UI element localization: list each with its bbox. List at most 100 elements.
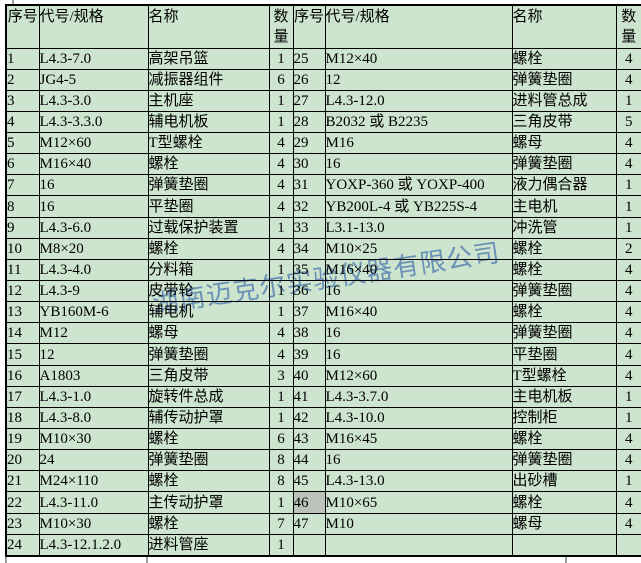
- name-cell-left[interactable]: 主机座: [147, 89, 270, 112]
- name-cell-left[interactable]: 主传动护罩: [147, 491, 270, 514]
- code-cell-right[interactable]: M10×65: [324, 491, 513, 514]
- seq-cell-right[interactable]: 34: [292, 237, 326, 260]
- code-cell-right[interactable]: M12×40: [324, 47, 513, 70]
- name-cell-left[interactable]: 减振器组件: [147, 68, 270, 91]
- seq-cell-right[interactable]: 33: [292, 216, 326, 239]
- qty-cell-left[interactable]: 6: [268, 428, 294, 451]
- seq-cell-right[interactable]: 28: [292, 110, 326, 134]
- seq-cell-left[interactable]: 23: [5, 512, 40, 535]
- code-cell-right[interactable]: L3.1-13.0: [324, 216, 513, 239]
- code-cell-left[interactable]: M10×30: [38, 512, 149, 535]
- code-cell-left[interactable]: L4.3-12.1.2.0: [38, 533, 149, 557]
- name-cell-left[interactable]: 过载保护装置: [147, 216, 270, 239]
- seq-cell-left[interactable]: 12: [5, 280, 40, 303]
- qty-cell-left[interactable]: 4: [268, 343, 294, 366]
- qty-cell-right[interactable]: 4: [615, 258, 641, 282]
- qty-cell-right[interactable]: 4: [615, 68, 641, 91]
- name-cell-right[interactable]: 弹簧垫圈: [511, 449, 617, 472]
- seq-cell-left[interactable]: 5: [5, 132, 40, 155]
- name-cell-left[interactable]: 螺栓: [147, 470, 270, 493]
- code-cell-left[interactable]: 24: [38, 449, 149, 472]
- code-cell-right[interactable]: [324, 533, 513, 557]
- code-cell-right[interactable]: M10: [324, 512, 513, 535]
- code-cell-right[interactable]: 16: [324, 343, 513, 366]
- qty-cell-left[interactable]: 1: [268, 280, 294, 303]
- name-cell-right[interactable]: 螺栓: [511, 301, 617, 324]
- seq-cell-left[interactable]: 4: [5, 110, 40, 134]
- name-cell-right[interactable]: 冲洗管: [511, 216, 617, 239]
- name-cell-right[interactable]: 螺栓: [511, 47, 617, 70]
- code-cell-left[interactable]: M12×60: [38, 132, 149, 155]
- code-cell-left[interactable]: L4.3-8.0: [38, 406, 149, 430]
- name-cell-right[interactable]: 螺母: [511, 512, 617, 535]
- code-cell-right[interactable]: 12: [324, 68, 513, 91]
- qty-cell-left[interactable]: 4: [268, 195, 294, 218]
- seq-cell-left[interactable]: 1: [5, 47, 40, 70]
- code-cell-right[interactable]: B2032 或 B2235: [324, 110, 513, 134]
- seq-cell-right[interactable]: 45: [292, 470, 326, 493]
- header-qty-left[interactable]: 数量: [268, 4, 294, 49]
- qty-cell-right[interactable]: 1: [615, 216, 641, 239]
- code-cell-left[interactable]: M8×20: [38, 237, 149, 260]
- code-cell-right[interactable]: L4.3-13.0: [324, 470, 513, 493]
- qty-cell-right[interactable]: 1: [615, 174, 641, 197]
- name-cell-left[interactable]: 弹簧垫圈: [147, 449, 270, 472]
- seq-cell-right[interactable]: 47: [292, 512, 326, 535]
- seq-cell-left[interactable]: 17: [5, 385, 40, 408]
- code-cell-right[interactable]: YOXP-360 或 YOXP-400: [324, 174, 513, 197]
- code-cell-right[interactable]: YB200L-4 或 YB225S-4: [324, 195, 513, 218]
- name-cell-right[interactable]: 弹簧垫圈: [511, 322, 617, 345]
- name-cell-left[interactable]: 三角皮带: [147, 364, 270, 387]
- qty-cell-left[interactable]: 4: [268, 322, 294, 345]
- code-cell-right[interactable]: 16: [324, 153, 513, 176]
- qty-cell-right[interactable]: 4: [615, 280, 641, 303]
- qty-cell-right[interactable]: 1: [615, 195, 641, 218]
- name-cell-right[interactable]: [511, 533, 617, 557]
- header-seq-left[interactable]: 序号: [5, 4, 40, 49]
- code-cell-left[interactable]: L4.3-3.0: [38, 89, 149, 112]
- seq-cell-right[interactable]: 30: [292, 153, 326, 176]
- name-cell-right[interactable]: 液力偶合器: [511, 174, 617, 197]
- seq-cell-right[interactable]: 26: [292, 68, 326, 91]
- seq-cell-right[interactable]: 44: [292, 449, 326, 472]
- header-code-right[interactable]: 代号/规格: [324, 4, 513, 49]
- name-cell-left[interactable]: 辅电机: [147, 301, 270, 324]
- qty-cell-right[interactable]: 4: [615, 364, 641, 387]
- seq-cell-right[interactable]: 43: [292, 428, 326, 451]
- seq-cell-right[interactable]: 37: [292, 301, 326, 324]
- name-cell-left[interactable]: 螺母: [147, 322, 270, 345]
- qty-cell-left[interactable]: 1: [268, 258, 294, 282]
- code-cell-right[interactable]: 16: [324, 449, 513, 472]
- code-cell-left[interactable]: A1803: [38, 364, 149, 387]
- seq-cell-left[interactable]: 14: [5, 322, 40, 345]
- code-cell-right[interactable]: 16: [324, 280, 513, 303]
- seq-cell-left[interactable]: 7: [5, 174, 40, 197]
- name-cell-right[interactable]: 螺栓: [511, 258, 617, 282]
- seq-cell-left[interactable]: 2: [5, 68, 40, 91]
- code-cell-right[interactable]: M12×60: [324, 364, 513, 387]
- qty-cell-left[interactable]: 1: [268, 533, 294, 557]
- qty-cell-right[interactable]: 4: [615, 153, 641, 176]
- qty-cell-left[interactable]: 4: [268, 174, 294, 197]
- name-cell-left[interactable]: 螺栓: [147, 153, 270, 176]
- qty-cell-right[interactable]: 4: [615, 301, 641, 324]
- name-cell-right[interactable]: 螺栓: [511, 491, 617, 514]
- seq-cell-left[interactable]: 11: [5, 258, 40, 282]
- seq-cell-left[interactable]: 6: [5, 153, 40, 176]
- code-cell-left[interactable]: YB160M-6: [38, 301, 149, 324]
- code-cell-right[interactable]: M16: [324, 132, 513, 155]
- code-cell-left[interactable]: M12: [38, 322, 149, 345]
- qty-cell-right[interactable]: 5: [615, 110, 641, 134]
- qty-cell-right[interactable]: 4: [615, 322, 641, 345]
- name-cell-right[interactable]: 螺栓: [511, 428, 617, 451]
- name-cell-right[interactable]: 主电机: [511, 195, 617, 218]
- header-qty-right[interactable]: 数量: [615, 4, 641, 49]
- code-cell-right[interactable]: M16×45: [324, 428, 513, 451]
- code-cell-right[interactable]: 16: [324, 322, 513, 345]
- name-cell-left[interactable]: 高架吊篮: [147, 47, 270, 70]
- qty-cell-right[interactable]: 4: [615, 449, 641, 472]
- code-cell-right[interactable]: M16×40: [324, 258, 513, 282]
- qty-cell-right[interactable]: [615, 533, 641, 557]
- qty-cell-left[interactable]: 1: [268, 47, 294, 70]
- code-cell-right[interactable]: L4.3-10.0: [324, 406, 513, 430]
